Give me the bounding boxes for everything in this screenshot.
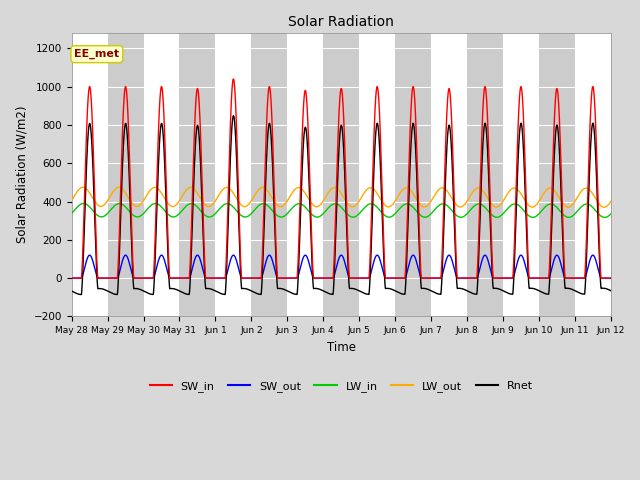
Bar (575, 33, 611, 316)
Bar (143, 33, 179, 316)
Text: EE_met: EE_met (74, 49, 120, 60)
Bar (287, 33, 323, 316)
Bar (216, 33, 252, 316)
Bar (72, 33, 108, 316)
Bar (395, 33, 431, 316)
Bar (431, 33, 467, 316)
Bar (359, 33, 395, 316)
Legend: SW_in, SW_out, LW_in, LW_out, Rnet: SW_in, SW_out, LW_in, LW_out, Rnet (145, 376, 538, 396)
Y-axis label: Solar Radiation (W/m2): Solar Radiation (W/m2) (15, 106, 28, 243)
Bar (108, 33, 143, 316)
Bar (252, 33, 287, 316)
Bar (467, 33, 503, 316)
Title: Solar Radiation: Solar Radiation (288, 15, 394, 29)
Bar (503, 33, 539, 316)
Bar (539, 33, 575, 316)
Bar (179, 33, 216, 316)
Bar (323, 33, 359, 316)
X-axis label: Time: Time (327, 341, 356, 354)
